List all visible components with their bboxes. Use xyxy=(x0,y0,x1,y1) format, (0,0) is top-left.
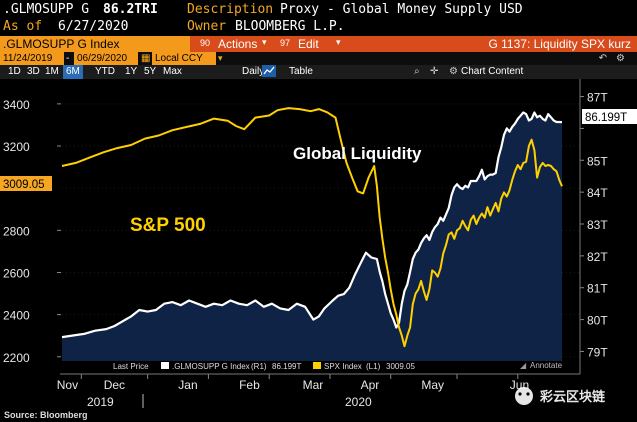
security-subheader: As of 6/27/2020 Owner BLOOMBERG L.P. xyxy=(0,19,637,36)
liquidity-area-fill xyxy=(62,112,562,361)
x-tick-label: Nov xyxy=(57,378,78,392)
asof-date: 6/27/2020 xyxy=(58,19,129,34)
period-tab-5y[interactable]: 5Y xyxy=(144,66,157,77)
period-tab-ytd[interactable]: YTD xyxy=(95,66,115,77)
right-tick-label: 87T xyxy=(587,91,608,105)
actions-menu[interactable]: 90 Actions ▾ xyxy=(196,37,270,51)
liquidity-series-line xyxy=(61,111,563,339)
year-label-2020: 2020 xyxy=(345,395,372,409)
date-separator: - xyxy=(66,53,70,64)
x-tick-label: May xyxy=(421,378,444,392)
chart-title: G 1137: Liquidity SPX kurz xyxy=(488,37,631,51)
security-header: .GLMOSUPP G 86.2TRI Description Proxy - … xyxy=(0,0,637,19)
right-tick-label: 83T xyxy=(587,218,608,232)
liquidity-last-badge xyxy=(582,109,637,124)
edit-label: Edit xyxy=(298,37,319,51)
legend-spx-name: SPX Index xyxy=(324,362,362,371)
liquidity-last-value: 86.199T xyxy=(585,112,627,124)
settings-icon[interactable]: ⚙ xyxy=(449,66,458,77)
left-tick-label: 2800 xyxy=(3,224,30,238)
date-range-bar: 11/24/2019 - 06/29/2020 ▦ Local CCY ▾ ↶ … xyxy=(0,52,637,65)
legend-spx-axis: (L1) xyxy=(366,362,381,371)
annotate-icon: ◢ xyxy=(520,361,527,370)
undo-icon[interactable]: ↶ xyxy=(598,53,607,64)
owner-value: BLOOMBERG L.P. xyxy=(235,19,345,34)
legend-liquidity-axis: (R1) xyxy=(251,362,267,371)
left-tick-label: 3400 xyxy=(3,98,30,112)
period-tab-1m[interactable]: 1M xyxy=(45,66,59,77)
right-tick-label: 84T xyxy=(587,186,608,200)
crosshair-icon[interactable]: ✛ xyxy=(430,66,439,77)
asof-label: As of xyxy=(3,19,43,34)
right-axis: 79T 80T 81T 82T 83T 84T 85T 87T xyxy=(580,91,608,359)
right-tick-label: 82T xyxy=(587,250,608,264)
chevron-down-icon[interactable]: ▾ xyxy=(218,53,223,63)
period-tab-max[interactable]: Max xyxy=(163,66,182,77)
period-tab-1y[interactable]: 1Y xyxy=(125,66,138,77)
year-label-2019: 2019 xyxy=(87,395,114,409)
start-date-field[interactable]: 11/24/2019 xyxy=(0,52,64,65)
end-date-field[interactable]: 06/29/2020 xyxy=(74,52,138,65)
chart-content-button[interactable]: Chart Content xyxy=(461,66,524,77)
spx-last-value: 3009.05 xyxy=(3,179,45,191)
zoom-icon[interactable]: ⌕ xyxy=(414,66,420,77)
x-tick-label: Feb xyxy=(239,378,260,392)
frequency-select[interactable]: Daily xyxy=(242,66,265,77)
legend-spx-value: 3009.05 xyxy=(386,362,415,371)
left-tick-label: 3200 xyxy=(3,140,30,154)
actions-label: Actions xyxy=(218,37,258,51)
right-tick-label: 79T xyxy=(587,345,608,359)
period-tab-6m[interactable]: 6M xyxy=(63,65,83,79)
line-chart-icon[interactable] xyxy=(262,65,276,80)
watermark: 彩云区块链 xyxy=(515,387,606,405)
chevron-down-icon: ▾ xyxy=(336,37,341,47)
left-tick-label: 2600 xyxy=(3,266,30,280)
period-tab-1d[interactable]: 1D xyxy=(8,66,21,77)
right-tick-label: 81T xyxy=(587,282,608,296)
sp500-annotation: S&P 500 xyxy=(130,215,206,236)
legend-last-price: Last Price xyxy=(113,362,149,371)
command-bar: .GLMOSUPP G Index 90 Actions ▾ 97 Edit ▾… xyxy=(0,36,637,52)
left-tick-label: 2200 xyxy=(3,351,30,365)
annotate-button: Annotate xyxy=(530,361,563,370)
legend-liquidity-name: .GLMOSUPP G Index xyxy=(172,362,250,371)
spx-series-line xyxy=(61,107,563,348)
currency-select[interactable]: Local CCY xyxy=(152,52,216,65)
chevron-down-icon: ▾ xyxy=(262,37,267,47)
table-button[interactable]: Table xyxy=(289,66,313,77)
x-tick-label: Apr xyxy=(361,378,380,392)
global-liquidity-annotation: Global Liquidity xyxy=(293,144,422,163)
description-label: Description xyxy=(187,2,274,17)
security-field[interactable]: .GLMOSUPP G Index xyxy=(0,36,190,52)
left-tick-label: 2400 xyxy=(3,309,30,323)
ticker: .GLMOSUPP G xyxy=(3,2,90,17)
chart-area: 2200 2400 2600 2800 3200 3400 79T 80T 81T 82T 83T… xyxy=(0,79,637,422)
x-tick-label: Dec xyxy=(104,378,125,392)
legend: Last Price .GLMOSUPP G Index (R1) 86.199… xyxy=(113,361,563,371)
calendar-icon[interactable]: ▦ xyxy=(141,53,151,64)
left-axis: 2200 2400 2600 2800 3200 3400 xyxy=(3,98,61,365)
period-tab-3d[interactable]: 3D xyxy=(27,66,40,77)
legend-liquidity-value: 86.199T xyxy=(272,362,301,371)
right-tick-label: 80T xyxy=(587,314,608,328)
right-tick-label: 85T xyxy=(587,154,608,168)
source-label: Source: Bloomberg xyxy=(4,410,88,420)
owner-label: Owner xyxy=(187,19,227,34)
legend-spx-swatch xyxy=(313,362,321,369)
edit-number: 97 xyxy=(280,38,291,48)
last-value: 86.2TRI xyxy=(103,2,158,17)
security-name: .GLMOSUPP G Index xyxy=(3,37,120,51)
actions-number: 90 xyxy=(200,38,211,48)
edit-menu[interactable]: 97 Edit ▾ xyxy=(276,37,356,51)
settings-icon[interactable]: ⚙ xyxy=(616,53,625,64)
description-value: Proxy - Global Money Supply USD xyxy=(280,2,523,17)
spx-last-badge xyxy=(0,176,52,191)
x-tick-label: Mar xyxy=(303,378,324,392)
x-tick-label: Jan xyxy=(178,378,197,392)
legend-liquidity-swatch xyxy=(161,362,169,369)
watermark-text: 彩云区块链 xyxy=(539,389,606,405)
